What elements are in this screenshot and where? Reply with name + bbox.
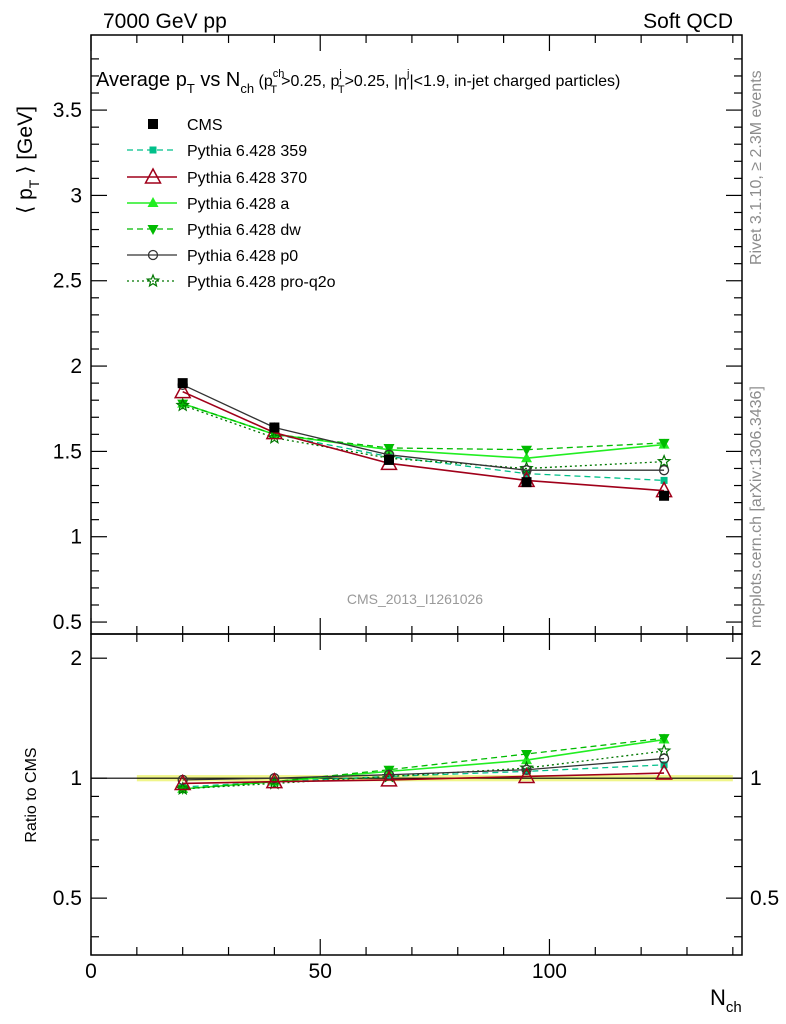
header-left: 7000 GeV pp <box>103 10 227 33</box>
ratio-line <box>182 750 665 790</box>
y-tick-label: 3.5 <box>53 99 82 122</box>
chart-title: Average pT vs Nch (pch T >0.25, pj T>0.25, … <box>96 68 620 96</box>
data-point <box>177 378 188 389</box>
data-point <box>173 382 192 399</box>
data-point <box>383 454 394 465</box>
legend-marker-p359 <box>149 146 157 154</box>
ratio-line <box>182 737 665 790</box>
legend-marker-cms <box>148 119 158 129</box>
legend-marker-p0 <box>147 249 159 261</box>
ratio-tick-label-left: 1 <box>70 767 82 790</box>
data-point <box>267 430 282 444</box>
rivet-version-label: Rivet 3.1.10, ≥ 2.3M events <box>748 70 765 265</box>
ratio-tick-label-right: 2 <box>750 647 762 670</box>
ratio-point <box>173 773 192 791</box>
legend-label: Pythia 6.428 p0 <box>187 248 298 265</box>
y-tick-label: 3 <box>70 184 82 207</box>
data-point <box>521 477 532 488</box>
series-pdw <box>177 399 670 456</box>
x-tick-label: 0 <box>85 960 97 983</box>
data-point <box>659 490 670 501</box>
mcplots-label: mcplots.cern.ch [arXiv:1306.3436] <box>748 386 765 628</box>
ratio-series-pa <box>177 733 670 793</box>
ratio-point <box>175 781 190 796</box>
legend-marker-pq2o <box>145 273 161 288</box>
legend-label: Pythia 6.428 a <box>187 196 289 213</box>
data-point <box>658 438 670 449</box>
data-point <box>383 443 395 454</box>
data-point <box>521 452 533 463</box>
ratio-point <box>658 753 670 764</box>
ratio-point <box>655 763 673 780</box>
ratio-y-axis-label: Ratio to CMS <box>23 747 40 842</box>
ratio-point <box>658 734 670 745</box>
series-cms <box>177 378 670 501</box>
ratio-tick-label-right: 1 <box>750 767 762 790</box>
data-point <box>521 465 532 476</box>
data-point <box>658 465 670 476</box>
ratio-panel-frame <box>90 633 743 956</box>
ratio-point <box>521 749 533 760</box>
series-pq2o <box>175 397 672 475</box>
data-point <box>269 422 280 433</box>
series-line <box>182 402 665 451</box>
y-tick-label: 1.5 <box>53 440 82 463</box>
header-right: Soft QCD <box>643 10 733 33</box>
ratio-point <box>265 772 284 789</box>
ratio-tick-label-left: 0.5 <box>53 887 82 910</box>
x-axis-label: Nch <box>710 985 742 1016</box>
ratio-line <box>182 757 665 781</box>
ratio-series-group <box>173 733 673 796</box>
ratio-tick-label-left: 2 <box>70 647 82 670</box>
y-tick-label: 1 <box>70 526 82 549</box>
legend-label: Pythia 6.428 359 <box>187 143 307 160</box>
legend-label: CMS <box>187 117 223 134</box>
ratio-line <box>182 772 665 785</box>
ratio-tick-label-right: 0.5 <box>750 887 779 910</box>
series-group <box>173 378 673 501</box>
legend-label: Pythia 6.428 pro-q2o <box>187 274 336 291</box>
ratio-point <box>519 760 534 775</box>
axis-ticks <box>90 35 742 955</box>
legend-label: Pythia 6.428 370 <box>187 170 307 187</box>
series-pa <box>177 397 670 463</box>
analysis-watermark: CMS_2013_I1261026 <box>347 591 483 607</box>
x-tick-label: 100 <box>532 960 567 983</box>
data-point <box>656 453 672 468</box>
legend-marker-pdw <box>147 225 159 235</box>
y-tick-label: 2 <box>70 355 82 378</box>
ratio-point <box>517 766 536 784</box>
legend: CMS Pythia 6.428 359 Pythia 6.428 370 Py… <box>127 117 336 291</box>
series-line <box>182 390 665 492</box>
data-point <box>660 476 668 484</box>
legend-label: Pythia 6.428 dw <box>187 222 301 239</box>
ratio-series-p370 <box>173 763 673 791</box>
data-point <box>175 397 190 412</box>
data-point <box>177 399 189 410</box>
series-line <box>182 402 665 482</box>
data-point <box>521 445 533 456</box>
legend-marker-p370 <box>144 167 162 184</box>
y-tick-label: 0.5 <box>53 611 82 634</box>
series-p370 <box>173 382 673 498</box>
ratio-point <box>380 770 398 787</box>
legend-marker-pa <box>147 197 159 207</box>
y-axis-label: ⟨ pT ⟩ [GeV] <box>14 106 42 214</box>
series-p359 <box>179 400 668 484</box>
y-tick-label: 2.5 <box>53 270 82 293</box>
x-tick-label: 50 <box>309 960 332 983</box>
axis-tick-labels: 0.5 1 1.5 2 2.5 3 3.5 0 50 100 0.5 1 2 0… <box>53 99 779 983</box>
ratio-point <box>521 764 532 775</box>
